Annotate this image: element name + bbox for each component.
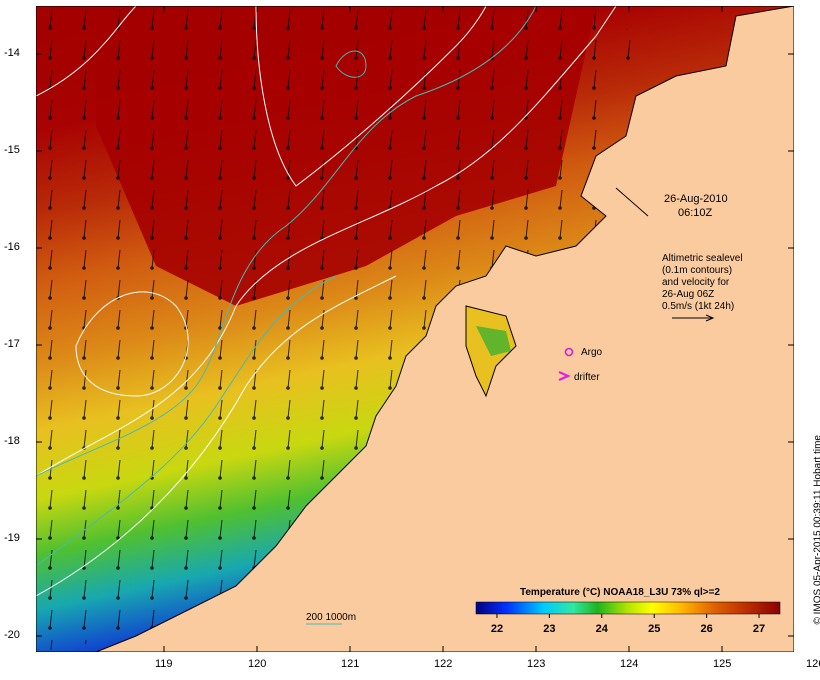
map-frame: 26-Aug-2010 06:10Z Altimetric sealevel (… [35, 5, 816, 653]
lat-tick-marks [36, 53, 794, 637]
timestamp-date: 26-Aug-2010 [664, 193, 728, 205]
lon-tick-label: 122 [434, 658, 453, 670]
argo-label: Argo [581, 347, 603, 358]
drifter-label: drifter [574, 372, 600, 383]
scale-arrow-icon [672, 314, 715, 322]
lon-tick-label: 126 [806, 658, 820, 670]
isobath-1000 [35, 5, 537, 477]
altimetry-line-5: 0.5m/s (1kt 24h) [662, 301, 734, 312]
lat-tick-label: -20 [4, 629, 20, 641]
velocity-arrows [36, 6, 636, 652]
contour-4 [255, 5, 487, 187]
colorbar-tick-label: 25 [648, 623, 660, 635]
colorbar-title: Temperature (°C) NOAA18_L3U 73% ql>=2 [520, 587, 720, 598]
argo-marker-icon [564, 347, 574, 357]
altimetry-line-4: 26-Aug 06Z [662, 289, 714, 300]
colorbar-tick-label: 22 [491, 623, 503, 635]
altimetry-line-3: and velocity for [662, 277, 730, 288]
lon-tick-label: 124 [620, 658, 639, 670]
king-sound-green [476, 326, 511, 356]
sst-map: 26-Aug-2010 06:10Z Altimetric sealevel (… [35, 5, 816, 653]
colorbar-tick-label: 27 [753, 623, 765, 635]
contour-2 [35, 5, 617, 477]
altimetry-line-2: (0.1m contours) [662, 265, 732, 276]
isobath-200 [35, 275, 337, 567]
contour-1 [35, 5, 137, 97]
credit-label: © IMOS 05-Apr-2015 00:39:11 Hobart time [812, 435, 820, 625]
colorbar [475, 601, 781, 615]
lon-tick-label: 125 [713, 658, 732, 670]
drifter-marker-icon [558, 370, 571, 382]
contour-eddy [75, 291, 189, 397]
lat-tick-label: -17 [4, 338, 20, 350]
lon-tick-marks [163, 6, 816, 652]
credit-text: © IMOS 05-Apr-2015 00:39:11 Hobart time [623, 430, 820, 625]
isobath-label: 200 1000m [306, 612, 356, 623]
lat-tick-label: -16 [4, 241, 20, 253]
timestamp-time: 06:10Z [678, 207, 713, 219]
lon-tick-label: 121 [341, 658, 360, 670]
lon-tick-label: 120 [248, 658, 267, 670]
colorbar-tick-label: 26 [700, 623, 712, 635]
lat-tick-label: -18 [4, 435, 20, 447]
lon-tick-label: 123 [527, 658, 546, 670]
lat-tick-label: -15 [4, 144, 20, 156]
isobath-loop [335, 50, 367, 78]
colorbar-tick-label: 23 [543, 623, 555, 635]
lat-tick-label: -14 [4, 47, 20, 59]
altimetry-line-1: Altimetric sealevel [662, 253, 743, 264]
colorbar-tick-label: 24 [596, 623, 609, 635]
land-mass [95, 5, 795, 653]
lat-tick-label: -19 [4, 532, 20, 544]
lon-tick-label: 119 [155, 658, 173, 670]
contour-3 [35, 275, 397, 597]
colorbar-ticks: 22 23 24 25 26 27 [491, 614, 765, 635]
timestamp-leader [615, 187, 649, 217]
